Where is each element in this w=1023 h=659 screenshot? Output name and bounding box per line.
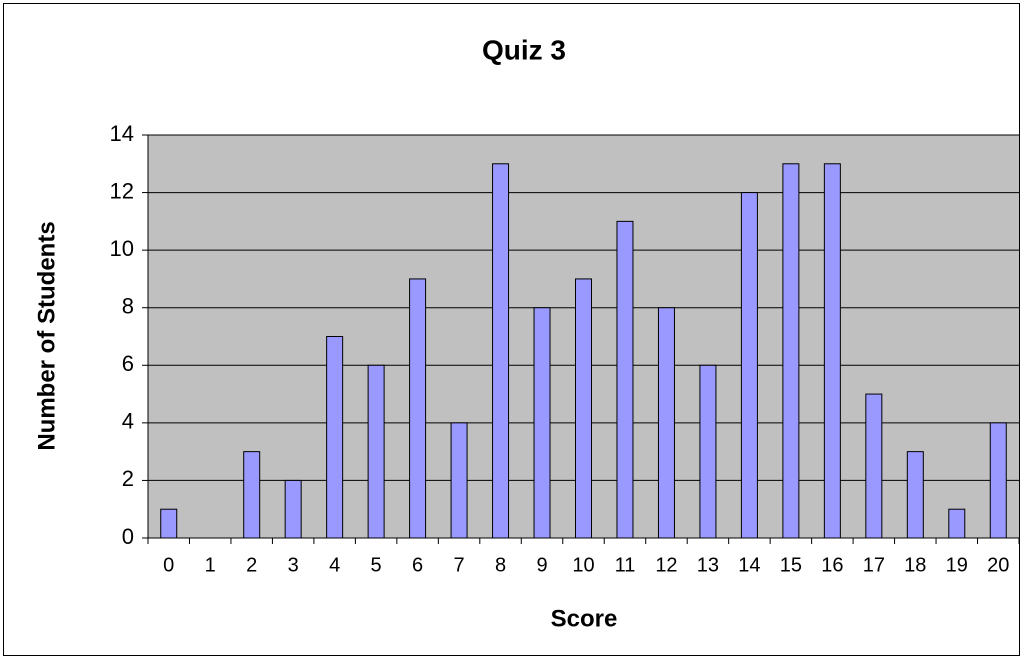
x-tick-label: 19 bbox=[946, 554, 968, 576]
x-tick-label: 3 bbox=[288, 554, 299, 576]
y-tick-label: 14 bbox=[110, 121, 134, 146]
y-tick-label: 2 bbox=[122, 466, 134, 491]
x-tick-label: 7 bbox=[454, 554, 465, 576]
x-tick-label: 16 bbox=[821, 554, 843, 576]
y-axis-title: Number of Students bbox=[33, 221, 60, 450]
x-tick-label: 20 bbox=[987, 554, 1009, 576]
x-tick-label: 18 bbox=[904, 554, 926, 576]
y-tick-label: 4 bbox=[122, 409, 134, 434]
x-tick-label: 11 bbox=[615, 554, 636, 576]
chart-title: Quiz 3 bbox=[482, 34, 566, 65]
x-tick-label: 5 bbox=[371, 554, 382, 576]
x-tick-label: 2 bbox=[246, 554, 257, 576]
x-tick-label: 6 bbox=[412, 554, 423, 576]
x-tick-label: 10 bbox=[572, 554, 594, 576]
bar bbox=[575, 278, 592, 539]
bar bbox=[865, 393, 883, 539]
bar bbox=[989, 422, 1007, 539]
x-tick-label: 17 bbox=[863, 554, 885, 576]
x-tick-label: 1 bbox=[205, 554, 216, 576]
x-tick-label: 9 bbox=[536, 554, 547, 576]
y-tick-label: 0 bbox=[122, 524, 134, 549]
bar bbox=[243, 451, 261, 539]
bar bbox=[906, 451, 924, 539]
bar bbox=[699, 364, 717, 539]
y-tick-label: 12 bbox=[110, 178, 134, 203]
x-tick-label: 13 bbox=[697, 554, 719, 576]
y-tick-label: 8 bbox=[122, 294, 134, 319]
bar bbox=[284, 479, 302, 539]
bar bbox=[533, 307, 551, 539]
x-tick-label: 8 bbox=[495, 554, 506, 576]
x-axis-title: Score bbox=[551, 605, 618, 632]
bar bbox=[657, 307, 675, 539]
bar bbox=[492, 163, 510, 539]
bar bbox=[948, 508, 966, 539]
bar bbox=[326, 336, 344, 539]
x-tick-label: 12 bbox=[655, 554, 677, 576]
bar bbox=[616, 220, 634, 539]
bar bbox=[450, 422, 468, 539]
bar bbox=[367, 364, 385, 539]
x-tick-label: 15 bbox=[780, 554, 802, 576]
bar bbox=[160, 508, 178, 539]
x-tick-label: 0 bbox=[163, 554, 174, 576]
x-tick-label: 4 bbox=[329, 554, 340, 576]
bar bbox=[740, 192, 758, 539]
bar bbox=[782, 163, 800, 539]
bar bbox=[823, 163, 841, 539]
x-tick-label: 14 bbox=[738, 554, 760, 576]
y-tick-label: 6 bbox=[122, 351, 134, 376]
y-tick-label: 10 bbox=[110, 236, 134, 261]
bar bbox=[409, 278, 427, 539]
